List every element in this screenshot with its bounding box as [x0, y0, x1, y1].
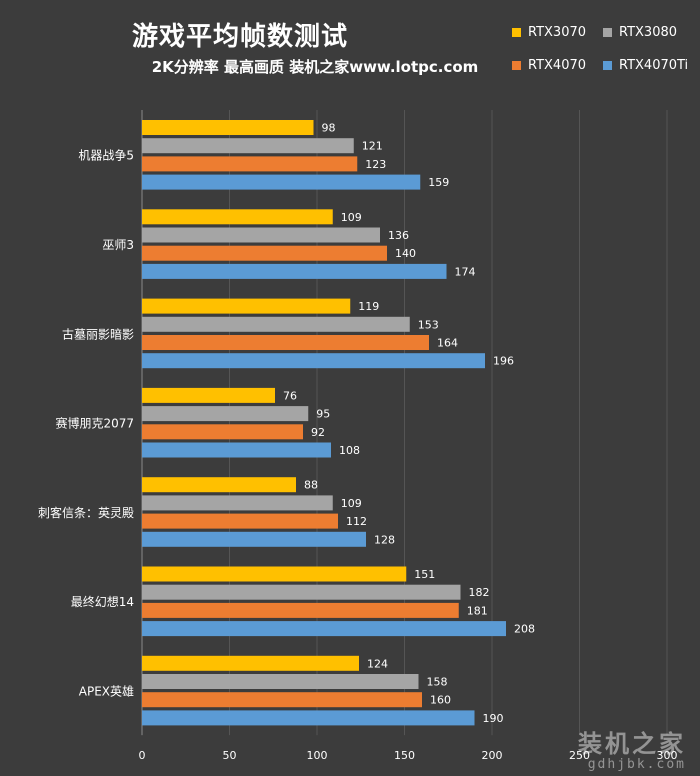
- data-label: 108: [339, 444, 360, 457]
- data-label: 128: [374, 533, 395, 546]
- data-label: 151: [414, 568, 435, 581]
- bar: [142, 531, 366, 547]
- bar: [142, 602, 459, 618]
- data-label: 190: [483, 712, 504, 725]
- watermark-main: 装机之家: [578, 729, 686, 758]
- data-label: 92: [311, 426, 325, 439]
- data-label: 123: [365, 158, 386, 171]
- data-label: 119: [358, 300, 379, 313]
- watermark: 装机之家 gdhjbk.com: [578, 724, 686, 772]
- x-tick-label: 300: [657, 749, 678, 762]
- data-label: 182: [469, 586, 490, 599]
- bar: [142, 174, 421, 190]
- category-label: 巫师3: [102, 238, 134, 252]
- bar: [142, 584, 461, 600]
- legend-label: RTX4070Ti: [619, 58, 689, 73]
- category-label: 赛博朋克2077: [55, 416, 134, 431]
- bar: [142, 227, 380, 243]
- bar: [142, 692, 422, 708]
- category-label: 古墓丽影暗影: [62, 326, 134, 341]
- data-label: 124: [367, 657, 388, 670]
- category-label: 刺客信条：英灵殿: [38, 505, 134, 520]
- data-label: 76: [283, 389, 297, 402]
- chart-title: 游戏平均帧数测试: [131, 22, 348, 52]
- legend-item-rtx3080: RTX3080: [603, 25, 677, 40]
- bar: [142, 138, 354, 154]
- x-tick-label: 100: [307, 749, 328, 762]
- legend-item-rtx4070ti: RTX4070Ti: [603, 58, 688, 73]
- bar: [142, 156, 358, 172]
- data-label: 112: [346, 515, 367, 528]
- bar: [142, 621, 506, 637]
- data-label: 174: [455, 265, 476, 278]
- bar: [142, 263, 447, 279]
- category-label: 机器战争5: [78, 149, 134, 163]
- data-label: 208: [514, 623, 535, 636]
- data-label: 153: [418, 318, 439, 331]
- data-label: 98: [322, 122, 336, 135]
- bar: [142, 316, 410, 332]
- data-label: 159: [428, 176, 449, 189]
- legend-swatch: [512, 28, 521, 37]
- bar: [142, 335, 429, 350]
- bar: [142, 120, 314, 135]
- data-label: 109: [341, 211, 362, 224]
- data-label: 160: [430, 694, 451, 707]
- bar: [142, 442, 331, 458]
- data-label: 88: [304, 479, 318, 492]
- bar: [142, 477, 296, 493]
- legend-swatch: [603, 28, 612, 37]
- bar: [142, 245, 387, 261]
- chart-subtitle: 2K分辨率 最高画质 装机之家www.lotpc.com: [151, 58, 479, 76]
- x-tick-label: 150: [394, 749, 415, 762]
- legend-item-rtx3070: RTX3070: [512, 25, 586, 40]
- legend-swatch: [603, 61, 612, 70]
- bar: [142, 353, 485, 369]
- category-label: 最终幻想14: [71, 594, 134, 609]
- data-label: 181: [467, 604, 488, 617]
- legend-label: RTX3070: [528, 25, 587, 40]
- data-label: 140: [395, 247, 416, 260]
- bar: [142, 424, 303, 440]
- legend-item-rtx4070: RTX4070: [512, 58, 586, 73]
- bar: [142, 406, 309, 422]
- data-label: 121: [362, 140, 383, 153]
- legend-label: RTX3080: [619, 25, 678, 40]
- bar: [142, 298, 351, 314]
- data-label: 95: [316, 408, 330, 421]
- x-tick-label: 50: [223, 749, 237, 762]
- bar: [142, 209, 333, 225]
- bar: [142, 513, 338, 529]
- data-label: 109: [341, 497, 362, 510]
- data-label: 164: [437, 337, 458, 350]
- bar: [142, 655, 359, 671]
- bar: [142, 387, 275, 403]
- x-tick-label: 200: [482, 749, 503, 762]
- x-tick-label: 0: [139, 749, 146, 762]
- legend-swatch: [512, 61, 521, 70]
- watermark-sub: gdhjbk.com: [587, 757, 686, 772]
- x-tick-label: 250: [569, 749, 590, 762]
- bar: [142, 674, 419, 689]
- data-label: 196: [493, 355, 514, 368]
- data-label: 158: [427, 676, 448, 689]
- data-label: 136: [388, 229, 409, 242]
- bar: [142, 566, 407, 582]
- bar: [142, 495, 333, 511]
- category-label: APEX英雄: [79, 683, 134, 698]
- legend-label: RTX4070: [528, 58, 587, 73]
- bar: [142, 710, 475, 726]
